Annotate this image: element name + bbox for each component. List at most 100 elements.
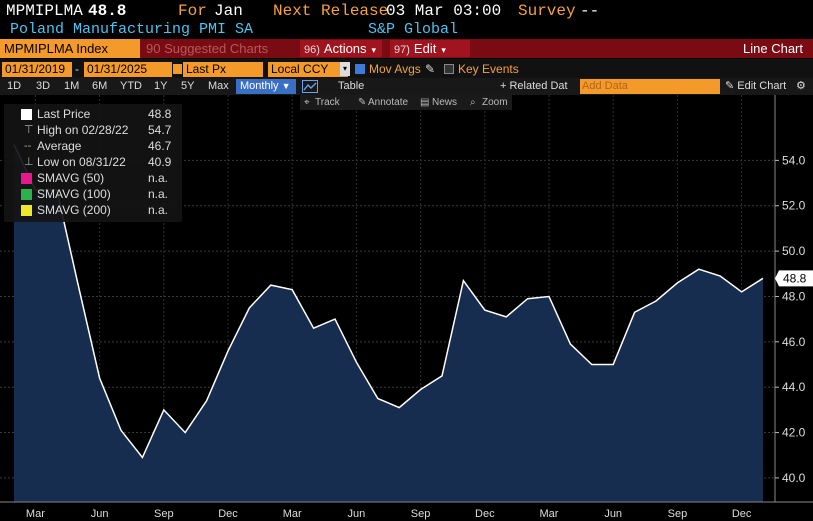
- legend-name: Average: [37, 139, 82, 153]
- period-bar: 1D 3D 1M 6M YTD 1Y 5Y Max Monthly ▼ Tabl…: [0, 78, 813, 95]
- legend-value: n.a.: [148, 203, 169, 217]
- next-release-label: Next Release: [273, 2, 389, 20]
- security-name-row: Poland Manufacturing PMI SA S&P Global: [0, 21, 813, 39]
- data-source: S&P Global: [368, 21, 459, 38]
- tool-news[interactable]: News: [432, 97, 458, 108]
- legend-value: 48.8: [148, 107, 172, 121]
- legend-row-smavg50: SMAVG (50) n.a.: [4, 170, 182, 186]
- x-month-label: Dec: [732, 508, 752, 520]
- x-axis-background: [0, 502, 813, 521]
- legend-name: SMAVG (50): [37, 171, 105, 185]
- legend-value: 46.7: [148, 139, 172, 153]
- for-label: For: [178, 2, 207, 20]
- legend-name: SMAVG (200): [37, 203, 111, 217]
- period-5y[interactable]: 5Y: [181, 80, 195, 92]
- frequency-select[interactable]: Monthly ▼: [236, 79, 296, 94]
- period-max[interactable]: Max: [208, 80, 229, 92]
- tool-track[interactable]: Track: [315, 97, 340, 108]
- survey-value: --: [580, 2, 600, 20]
- smavg200-swatch: [21, 205, 32, 216]
- zoom-icon[interactable]: ⌕: [470, 97, 476, 108]
- start-date-field[interactable]: 01/31/2019: [2, 62, 72, 77]
- news-icon[interactable]: ▤: [420, 97, 430, 108]
- table-view-button[interactable]: Table: [338, 80, 365, 92]
- currency-dropdown-icon[interactable]: ▾: [340, 62, 350, 76]
- legend-value: 54.7: [148, 123, 172, 137]
- legend-row-smavg100: SMAVG (100) n.a.: [4, 186, 182, 202]
- average-marker-icon: --: [24, 140, 32, 152]
- period-ytd[interactable]: YTD: [120, 80, 142, 92]
- suggested-charts-button[interactable]: 90 Suggested Charts: [146, 41, 269, 56]
- key-events-label[interactable]: Key Events: [458, 62, 519, 76]
- annotate-icon[interactable]: ✎: [358, 97, 367, 108]
- edit-label: Edit: [413, 41, 437, 56]
- period-1y[interactable]: 1Y: [154, 80, 168, 92]
- edit-chart-button[interactable]: ✎ Edit Chart: [725, 78, 786, 95]
- x-month-label: Sep: [668, 508, 688, 520]
- key-events-checkbox[interactable]: [444, 64, 454, 74]
- legend-row-smavg200: SMAVG (200) n.a.: [4, 202, 182, 218]
- chart-type-title: Line Chart: [743, 41, 803, 56]
- ticker-symbol: MPMIPLMA: [6, 2, 83, 20]
- pencil-icon[interactable]: ✎: [425, 62, 436, 76]
- edit-button[interactable]: 97) Edit ▾: [390, 40, 470, 57]
- mov-avgs-label[interactable]: Mov Avgs: [369, 62, 421, 76]
- x-month-label: Mar: [26, 508, 45, 520]
- add-data-input[interactable]: Add Data: [580, 79, 720, 94]
- calendar-icon[interactable]: [173, 64, 182, 74]
- smavg50-swatch: [21, 173, 32, 184]
- legend-row-high: ⊤ High on 02/28/22 54.7: [4, 122, 182, 138]
- field-select[interactable]: Last Px: [183, 62, 263, 77]
- y-tick-label: 44.0: [782, 380, 806, 394]
- y-tick-label: 40.0: [782, 471, 806, 485]
- chevron-down-icon: ▾: [371, 45, 377, 55]
- x-month-label: Sep: [154, 508, 174, 520]
- x-month-label: Jun: [604, 508, 622, 520]
- last-value-text: 48.8: [783, 271, 807, 285]
- actions-number: 96): [304, 44, 320, 56]
- legend-row-average: -- Average 46.7: [4, 138, 182, 154]
- period-1m[interactable]: 1M: [64, 80, 80, 92]
- tool-annotate[interactable]: Annotate: [368, 97, 409, 108]
- series-line: [13, 144, 764, 459]
- mov-avgs-checkbox[interactable]: [355, 64, 365, 74]
- ticker-header: MPMIPLMA 48.8 For Jan Next Release 03 Ma…: [0, 0, 813, 22]
- last-value-label: 48.8: [775, 270, 813, 287]
- chart-view-icon[interactable]: [302, 80, 318, 93]
- last-value-badge: [775, 270, 813, 287]
- series-area-fill: [14, 144, 763, 502]
- related-data-button[interactable]: + Related Dat: [500, 80, 568, 92]
- for-value: Jan: [214, 2, 243, 20]
- legend-name: High on 02/28/22: [37, 123, 129, 137]
- period-6m[interactable]: 6M: [92, 80, 108, 92]
- x-month-label: Dec: [475, 508, 495, 520]
- chevron-down-icon: ▾: [441, 45, 446, 55]
- edit-number: 97): [394, 44, 410, 56]
- x-axis: MarJunSepDecMarJunSepDecMarJunSepDec2022…: [0, 501, 813, 521]
- smavg100-swatch: [21, 189, 32, 200]
- y-tick-label: 42.0: [782, 426, 806, 440]
- actions-label: Actions: [323, 41, 367, 56]
- period-3d[interactable]: 3D: [36, 80, 51, 92]
- track-icon[interactable]: ⌖: [304, 97, 310, 108]
- settings-bar: 01/31/2019 - 01/31/2025 Last Px Local CC…: [0, 59, 813, 79]
- legend-value: n.a.: [148, 171, 169, 185]
- y-tick-label: 48.0: [782, 289, 806, 303]
- last-price-swatch: [21, 109, 32, 120]
- function-bar: MPMIPLMA Index 90 Suggested Charts 96) Ac…: [0, 39, 813, 58]
- actions-button[interactable]: 96) Actions ▾: [300, 40, 383, 57]
- legend-name: Low on 08/31/22: [37, 155, 126, 169]
- pencil-icon: ✎: [725, 80, 735, 92]
- next-release-value: 03 Mar 03:00: [386, 2, 502, 20]
- x-month-label: Dec: [218, 508, 238, 520]
- security-field[interactable]: MPMIPLMA Index: [0, 39, 140, 58]
- legend-value: n.a.: [148, 187, 169, 201]
- tool-zoom[interactable]: Zoom: [482, 97, 508, 108]
- gear-icon[interactable]: ⚙: [796, 80, 806, 92]
- y-tick-label: 52.0: [782, 199, 806, 213]
- currency-select[interactable]: Local CCY: [268, 62, 348, 77]
- x-month-label: Jun: [91, 508, 109, 520]
- end-date-field[interactable]: 01/31/2025: [84, 62, 172, 77]
- period-1d[interactable]: 1D: [7, 80, 22, 92]
- x-month-label: Mar: [283, 508, 302, 520]
